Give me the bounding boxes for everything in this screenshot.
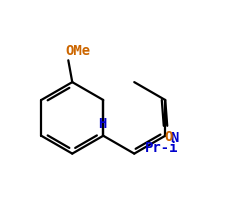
Text: Pr-i: Pr-i bbox=[145, 141, 179, 155]
Text: OMe: OMe bbox=[66, 44, 91, 58]
Text: H: H bbox=[98, 117, 106, 131]
Text: N: N bbox=[170, 131, 178, 145]
Text: O: O bbox=[164, 130, 173, 144]
